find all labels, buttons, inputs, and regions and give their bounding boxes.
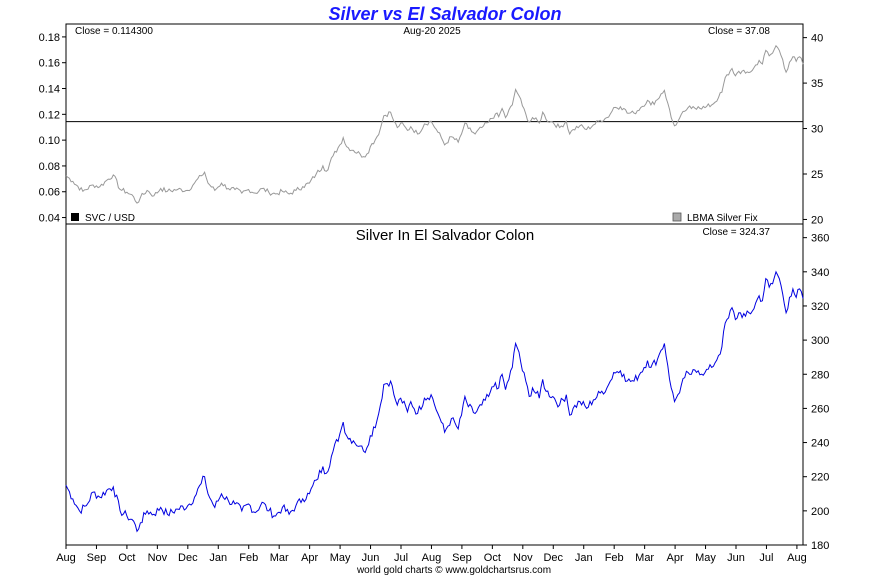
lower-right-tick-label: 260 <box>811 403 829 415</box>
x-tick-label: Jul <box>759 552 773 564</box>
upper-right-tick-label: 35 <box>811 78 823 90</box>
date-label: Aug-20 2025 <box>403 26 461 37</box>
x-tick-label: Dec <box>543 552 563 564</box>
x-tick-label: Oct <box>118 552 135 564</box>
lower-chart-title: Silver In El Salvador Colon <box>356 227 534 244</box>
lower-right-tick-label: 220 <box>811 472 829 484</box>
x-tick-label: Sep <box>452 552 472 564</box>
lower-close: Close = 324.37 <box>702 227 770 238</box>
lower-right-tick-label: 360 <box>811 233 829 245</box>
lower-right-tick-label: 280 <box>811 369 829 381</box>
legend-label-lbma: LBMA Silver Fix <box>687 213 758 224</box>
lower-right-tick-label: 340 <box>811 267 829 279</box>
x-tick-label: May <box>695 552 716 564</box>
legend-label-svc-usd: SVC / USD <box>85 213 135 224</box>
x-tick-label: Nov <box>148 552 168 564</box>
x-tick-label: Oct <box>484 552 501 564</box>
upper-left-tick-label: 0.14 <box>39 84 60 96</box>
upper-right-tick-label: 20 <box>811 214 823 226</box>
footer-credit: world gold charts © www.goldchartsrus.co… <box>356 565 551 575</box>
x-tick-label: Nov <box>513 552 533 564</box>
x-tick-label: Apr <box>301 552 318 564</box>
upper-right-tick-label: 25 <box>811 169 823 181</box>
upper-left-tick-label: 0.18 <box>39 32 60 44</box>
x-tick-label: May <box>330 552 351 564</box>
x-tick-label: Feb <box>239 552 258 564</box>
upper-left-tick-label: 0.04 <box>39 213 60 225</box>
legend-swatch-lbma <box>672 212 682 222</box>
upper-right-tick-label: 30 <box>811 124 823 136</box>
x-tick-label: Dec <box>178 552 198 564</box>
x-tick-label: Sep <box>87 552 107 564</box>
upper-left-tick-label: 0.12 <box>39 109 60 121</box>
x-tick-label: Jan <box>575 552 593 564</box>
x-tick-label: Feb <box>605 552 624 564</box>
series-silver-in-colon-line <box>65 270 804 533</box>
x-tick-label: Aug <box>56 552 76 564</box>
lower-right-tick-label: 320 <box>811 301 829 313</box>
x-tick-label: Jul <box>394 552 408 564</box>
upper-close-left: Close = 0.114300 <box>75 26 153 37</box>
x-tick-label: Aug <box>422 552 442 564</box>
upper-left-tick-label: 0.10 <box>39 135 60 147</box>
x-tick-label: Jan <box>209 552 227 564</box>
x-tick-label: Jun <box>362 552 380 564</box>
lower-right-tick-label: 300 <box>811 335 829 347</box>
lower-right-tick-label: 180 <box>811 540 829 552</box>
series-lbma-silver-fix-line <box>65 44 804 204</box>
lower-right-tick-label: 240 <box>811 438 829 450</box>
upper-left-tick-label: 0.06 <box>39 187 60 199</box>
lower-plot-frame <box>65 223 804 546</box>
x-tick-label: Jun <box>727 552 745 564</box>
upper-right-tick-label: 40 <box>811 33 823 45</box>
x-tick-label: Aug <box>787 552 807 564</box>
chart-title: Silver vs El Salvador Colon <box>328 4 561 24</box>
lower-right-tick-label: 200 <box>811 506 829 518</box>
upper-left-tick-label: 0.08 <box>39 161 60 173</box>
upper-left-tick-label: 0.16 <box>39 58 60 70</box>
legend-swatch-svc-usd <box>71 213 79 221</box>
x-tick-label: Apr <box>667 552 684 564</box>
x-tick-label: Mar <box>635 552 654 564</box>
x-tick-label: Mar <box>270 552 289 564</box>
upper-plot-frame <box>65 23 804 225</box>
upper-close-right: Close = 37.08 <box>708 26 770 37</box>
